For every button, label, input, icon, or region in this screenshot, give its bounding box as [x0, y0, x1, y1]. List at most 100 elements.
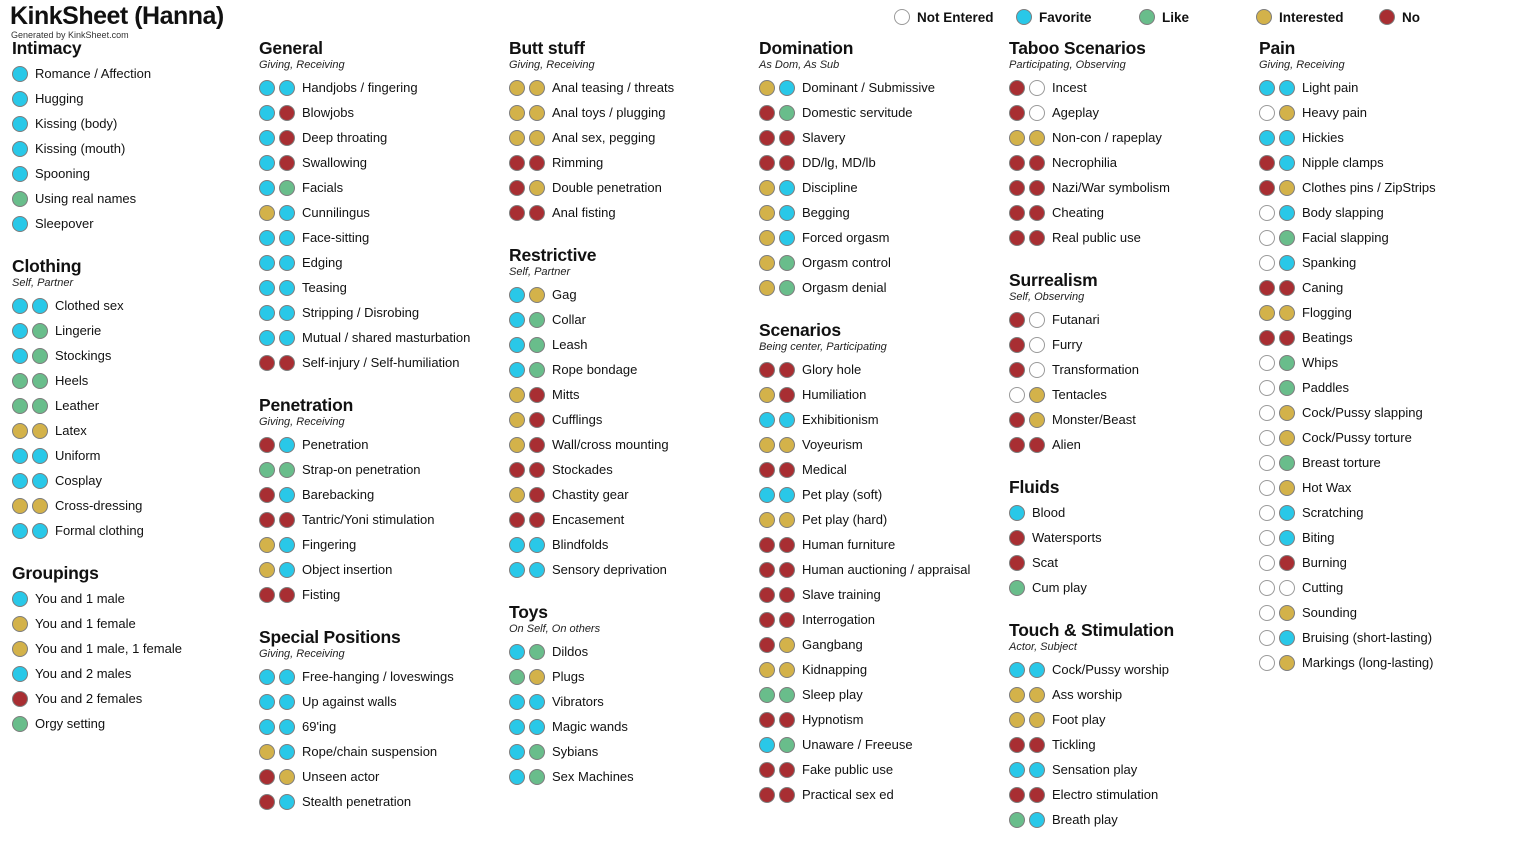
favorite-rating-icon[interactable]: [32, 472, 48, 489]
favorite-rating-icon[interactable]: [279, 204, 295, 221]
no-rating-icon[interactable]: [1029, 436, 1045, 453]
no-rating-icon[interactable]: [759, 711, 775, 728]
none-rating-icon[interactable]: [1259, 254, 1275, 271]
none-rating-icon[interactable]: [1259, 579, 1275, 596]
no-rating-icon[interactable]: [779, 561, 795, 578]
favorite-rating-icon[interactable]: [279, 718, 295, 735]
interested-rating-icon[interactable]: [1279, 429, 1295, 446]
interested-rating-icon[interactable]: [529, 179, 545, 196]
no-rating-icon[interactable]: [12, 690, 28, 707]
none-rating-icon[interactable]: [1259, 454, 1275, 471]
favorite-rating-icon[interactable]: [1279, 154, 1295, 171]
interested-rating-icon[interactable]: [1279, 404, 1295, 421]
like-rating-icon[interactable]: [529, 768, 545, 785]
none-rating-icon[interactable]: [1029, 361, 1045, 378]
favorite-rating-icon[interactable]: [279, 743, 295, 760]
no-rating-icon[interactable]: [1029, 229, 1045, 246]
none-rating-icon[interactable]: [1009, 386, 1025, 403]
favorite-rating-icon[interactable]: [279, 279, 295, 296]
favorite-rating-icon[interactable]: [779, 486, 795, 503]
favorite-rating-icon[interactable]: [509, 536, 525, 553]
no-rating-icon[interactable]: [1009, 154, 1025, 171]
no-rating-icon[interactable]: [1029, 204, 1045, 221]
no-rating-icon[interactable]: [529, 411, 545, 428]
no-rating-icon[interactable]: [1009, 229, 1025, 246]
favorite-rating-icon[interactable]: [509, 743, 525, 760]
no-rating-icon[interactable]: [1279, 554, 1295, 571]
no-rating-icon[interactable]: [779, 129, 795, 146]
interested-rating-icon[interactable]: [1279, 179, 1295, 196]
interested-rating-icon[interactable]: [1029, 711, 1045, 728]
interested-rating-icon[interactable]: [259, 204, 275, 221]
interested-rating-icon[interactable]: [1009, 686, 1025, 703]
favorite-rating-icon[interactable]: [1009, 761, 1025, 778]
none-rating-icon[interactable]: [1259, 604, 1275, 621]
favorite-rating-icon[interactable]: [279, 304, 295, 321]
favorite-rating-icon[interactable]: [1029, 761, 1045, 778]
no-rating-icon[interactable]: [529, 386, 545, 403]
no-rating-icon[interactable]: [1259, 179, 1275, 196]
interested-rating-icon[interactable]: [1279, 479, 1295, 496]
no-rating-icon[interactable]: [759, 561, 775, 578]
favorite-rating-icon[interactable]: [32, 447, 48, 464]
favorite-rating-icon[interactable]: [259, 179, 275, 196]
like-rating-icon[interactable]: [12, 372, 28, 389]
favorite-rating-icon[interactable]: [279, 536, 295, 553]
no-rating-icon[interactable]: [759, 786, 775, 803]
interested-rating-icon[interactable]: [509, 129, 525, 146]
interested-rating-icon[interactable]: [1029, 129, 1045, 146]
no-rating-icon[interactable]: [779, 611, 795, 628]
interested-rating-icon[interactable]: [759, 79, 775, 96]
favorite-rating-icon[interactable]: [279, 561, 295, 578]
favorite-rating-icon[interactable]: [259, 129, 275, 146]
favorite-rating-icon[interactable]: [509, 768, 525, 785]
none-rating-icon[interactable]: [1259, 404, 1275, 421]
favorite-rating-icon[interactable]: [1259, 129, 1275, 146]
like-rating-icon[interactable]: [259, 461, 275, 478]
favorite-rating-icon[interactable]: [759, 736, 775, 753]
favorite-rating-icon[interactable]: [12, 472, 28, 489]
favorite-rating-icon[interactable]: [259, 718, 275, 735]
favorite-rating-icon[interactable]: [32, 522, 48, 539]
favorite-rating-icon[interactable]: [259, 304, 275, 321]
no-rating-icon[interactable]: [1009, 554, 1025, 571]
none-rating-icon[interactable]: [1029, 311, 1045, 328]
like-rating-icon[interactable]: [12, 190, 28, 207]
no-rating-icon[interactable]: [759, 104, 775, 121]
interested-rating-icon[interactable]: [779, 436, 795, 453]
favorite-rating-icon[interactable]: [1279, 504, 1295, 521]
like-rating-icon[interactable]: [529, 336, 545, 353]
like-rating-icon[interactable]: [529, 361, 545, 378]
no-rating-icon[interactable]: [1009, 529, 1025, 546]
no-rating-icon[interactable]: [259, 436, 275, 453]
no-rating-icon[interactable]: [1009, 411, 1025, 428]
interested-rating-icon[interactable]: [759, 661, 775, 678]
no-rating-icon[interactable]: [759, 536, 775, 553]
interested-rating-icon[interactable]: [509, 386, 525, 403]
no-rating-icon[interactable]: [779, 361, 795, 378]
no-rating-icon[interactable]: [759, 154, 775, 171]
interested-rating-icon[interactable]: [779, 636, 795, 653]
no-rating-icon[interactable]: [279, 104, 295, 121]
none-rating-icon[interactable]: [1029, 104, 1045, 121]
none-rating-icon[interactable]: [1259, 504, 1275, 521]
interested-rating-icon[interactable]: [529, 79, 545, 96]
none-rating-icon[interactable]: [1259, 104, 1275, 121]
none-rating-icon[interactable]: [1259, 629, 1275, 646]
no-rating-icon[interactable]: [779, 761, 795, 778]
interested-rating-icon[interactable]: [759, 229, 775, 246]
no-rating-icon[interactable]: [529, 204, 545, 221]
interested-rating-icon[interactable]: [279, 768, 295, 785]
favorite-rating-icon[interactable]: [509, 361, 525, 378]
interested-rating-icon[interactable]: [759, 204, 775, 221]
favorite-rating-icon[interactable]: [509, 561, 525, 578]
none-rating-icon[interactable]: [1259, 204, 1275, 221]
favorite-rating-icon[interactable]: [32, 297, 48, 314]
like-rating-icon[interactable]: [12, 715, 28, 732]
no-rating-icon[interactable]: [779, 461, 795, 478]
favorite-rating-icon[interactable]: [12, 165, 28, 182]
favorite-rating-icon[interactable]: [12, 590, 28, 607]
no-rating-icon[interactable]: [759, 761, 775, 778]
like-rating-icon[interactable]: [1279, 379, 1295, 396]
favorite-rating-icon[interactable]: [259, 329, 275, 346]
